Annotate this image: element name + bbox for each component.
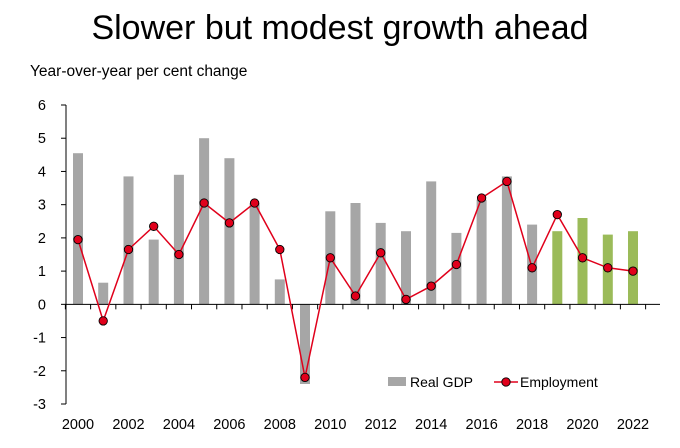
employment-point-2005 [199, 198, 209, 208]
gdp-bar-2002 [123, 176, 134, 305]
employment-point-2014 [426, 281, 436, 291]
x-tick-label-2002: 2002 [112, 417, 144, 433]
y-tick-label: 1 [38, 264, 46, 280]
x-tick-label-2006: 2006 [213, 417, 245, 433]
y-axis-label: Year-over-year per cent change [30, 63, 248, 80]
employment-point-2009 [300, 372, 310, 383]
y-tick-label: -2 [33, 364, 46, 380]
legend-label-employment: Employment [520, 374, 598, 390]
employment-point-2000 [73, 234, 83, 245]
x-tick-label-2022: 2022 [617, 417, 649, 433]
axes: 6 5 4 3 2 1 0 -1 -2 -3 2000 2002 2004 2006 2008 2010 201… [33, 98, 660, 433]
gdp-bar-2007 [249, 203, 260, 305]
employment-point-2003 [149, 221, 159, 231]
employment-point-2021 [603, 263, 613, 273]
legend-swatch-real-gdp [388, 377, 406, 386]
employment-series [73, 176, 638, 383]
gdp-bar-2005 [199, 138, 210, 305]
employment-point-2015 [451, 259, 462, 270]
gdp-bar-2004 [173, 174, 184, 305]
y-tick-label: -3 [33, 397, 46, 413]
x-tick-label-2014: 2014 [415, 417, 447, 433]
employment-point-2008 [275, 244, 285, 255]
gdp-bar-2016 [476, 199, 487, 305]
employment-point-2022 [628, 266, 638, 276]
employment-point-2001 [98, 316, 108, 326]
gdp-bar-2006 [224, 158, 235, 305]
employment-point-2016 [476, 193, 487, 203]
employment-point-2012 [376, 248, 386, 258]
y-tick-label: -1 [33, 331, 46, 347]
employment-point-2004 [174, 249, 184, 260]
gdp-bar-2014 [426, 181, 437, 305]
employment-point-2019 [552, 209, 562, 220]
y-tick-label: 4 [38, 164, 46, 180]
employment-point-2007 [249, 198, 260, 208]
y-tick-label: 5 [38, 131, 46, 147]
employment-point-2002 [123, 244, 134, 255]
x-tick-label-2004: 2004 [163, 417, 195, 433]
employment-point-2017 [502, 176, 512, 187]
x-tick-label-2000: 2000 [62, 417, 94, 433]
gdp-bar-2009 [300, 304, 310, 384]
legend: Real GDP Employment [388, 374, 598, 390]
chart-title: Slower but modest growth ahead [91, 9, 589, 47]
gdp-bar-2008 [274, 279, 285, 305]
x-tick-label-2016: 2016 [466, 417, 498, 433]
y-tick-label: 3 [38, 198, 46, 214]
employment-point-2011 [350, 291, 361, 301]
gdp-bar-2017 [501, 176, 512, 305]
y-tick-label: 2 [38, 231, 46, 247]
gdp-bar-2001 [98, 282, 109, 305]
gdp-bars [73, 138, 638, 384]
x-tick-label-2012: 2012 [365, 417, 397, 433]
legend-marker-employment [501, 377, 511, 387]
y-tick-label: 0 [38, 297, 46, 313]
employment-point-2018 [527, 263, 537, 273]
x-tick-label-2008: 2008 [264, 417, 296, 433]
gdp-bar-2003 [148, 239, 159, 305]
gdp-bar-2000 [73, 153, 83, 305]
y-tick-label: 6 [38, 98, 46, 114]
employment-point-2006 [224, 218, 235, 228]
legend-label-real-gdp: Real GDP [410, 374, 473, 390]
x-tick-label-2010: 2010 [314, 417, 346, 433]
gdp-bar-2011 [350, 203, 361, 305]
gdp-bar-2013 [401, 231, 411, 305]
x-tick-label-2020: 2020 [566, 417, 598, 433]
employment-point-2010 [325, 253, 335, 263]
employment-point-2020 [577, 253, 588, 263]
gdp-bar-2012 [375, 222, 386, 305]
x-tick-label-2018: 2018 [516, 417, 548, 433]
gdp-bar-2019 [552, 231, 563, 305]
employment-point-2013 [401, 294, 411, 305]
